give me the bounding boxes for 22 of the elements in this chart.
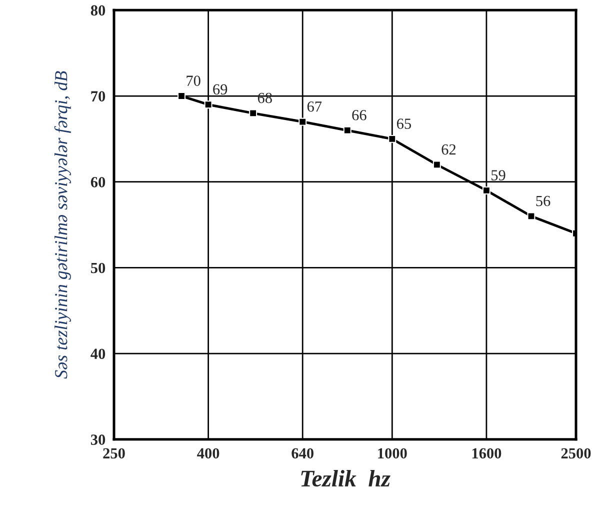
y-tick-label: 30 [90, 434, 106, 445]
y-tick-label: 70 [91, 91, 106, 102]
data-label: 69 [213, 84, 228, 95]
y-tick-label: 80 [90, 5, 106, 16]
x-axis-title: Tezlik hz [301, 470, 390, 487]
y-axis-title: Səs tezliyinin gətirilmə səviyyələr fərqi, dB [54, 71, 71, 379]
y-tick-label: 50 [91, 262, 106, 274]
y-tick-label: 60 [90, 177, 106, 188]
data-label: 70 [186, 76, 200, 86]
x-tick-label: 2500 [561, 448, 591, 459]
x-tick-label: 640 [292, 448, 314, 459]
data-label: 59 [492, 170, 506, 180]
x-tick-label: 250 [103, 448, 125, 459]
data-label: 62 [442, 144, 456, 155]
data-label: 66 [352, 110, 366, 120]
x-tick-label: 1000 [378, 448, 407, 459]
data-label: 67 [307, 101, 322, 112]
x-tick-label: 400 [197, 448, 220, 459]
data-label: 65 [396, 118, 411, 129]
x-tick-label: 1600 [472, 448, 502, 459]
data-label: 56 [536, 196, 550, 206]
y-tick-label: 40 [90, 348, 106, 360]
